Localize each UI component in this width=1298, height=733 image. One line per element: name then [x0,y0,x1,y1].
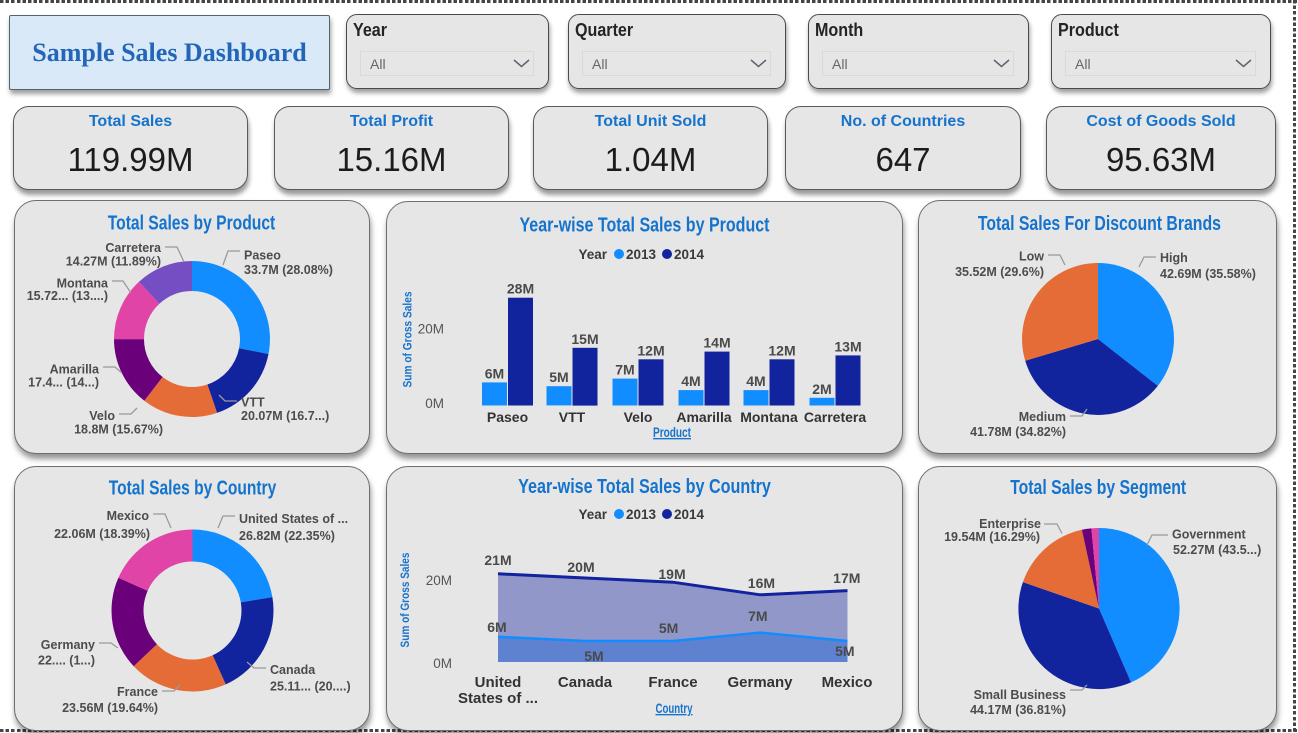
svg-text:United: United [475,674,522,691]
svg-text:Amarilla: Amarilla [50,363,100,377]
svg-text:Medium: Medium [1019,410,1066,424]
svg-text:35.52M (29.6%): 35.52M (29.6%) [955,265,1044,279]
svg-text:15.72... (13....): 15.72... (13....) [27,289,108,303]
svg-text:VTT: VTT [241,396,265,410]
svg-text:Velo: Velo [89,409,115,423]
svg-text:Total Sales For Discount Brand: Total Sales For Discount Brands [978,213,1221,235]
svg-text:25.11... (20....): 25.11... (20....) [270,680,351,694]
svg-text:14M: 14M [703,335,730,351]
svg-text:Year: Year [578,507,607,522]
svg-text:5M: 5M [835,643,854,659]
svg-text:20M: 20M [567,559,594,575]
svg-text:7M: 7M [615,362,634,378]
svg-text:18.8M (15.67%): 18.8M (15.67%) [74,423,163,437]
svg-text:7M: 7M [748,608,767,624]
svg-text:Velo: Velo [624,409,653,425]
svg-text:Low: Low [1019,250,1044,264]
svg-text:5M: 5M [584,648,603,664]
svg-text:0M: 0M [433,656,452,671]
svg-text:United States of ...: United States of ... [239,512,348,526]
svg-text:20M: 20M [426,573,452,588]
svg-text:17.4... (14...): 17.4... (14...) [28,376,99,390]
svg-text:Montana: Montana [57,277,109,291]
svg-text:Mexico: Mexico [822,674,873,691]
svg-text:12M: 12M [637,342,664,358]
svg-text:33.7M (28.08%): 33.7M (28.08%) [244,263,333,277]
svg-text:Government: Government [1172,528,1246,542]
svg-text:21M: 21M [484,552,511,568]
svg-text:41.78M (34.82%): 41.78M (34.82%) [970,425,1066,439]
svg-text:Small Business: Small Business [974,688,1066,702]
svg-text:Product: Product [653,425,691,440]
svg-text:Enterprise: Enterprise [979,517,1041,531]
svg-text:22.... (1...): 22.... (1...) [38,653,95,667]
svg-text:VTT: VTT [559,409,586,425]
svg-text:Sum of Gross Sales: Sum of Gross Sales [400,553,412,648]
svg-text:2M: 2M [812,381,831,397]
svg-text:42.69M (35.58%): 42.69M (35.58%) [1160,267,1256,281]
svg-text:Carretera: Carretera [105,241,162,255]
svg-text:Canada: Canada [270,663,316,677]
svg-text:0M: 0M [425,396,444,411]
svg-text:Amarilla: Amarilla [676,409,731,425]
svg-text:2013: 2013 [626,247,657,262]
svg-text:15M: 15M [571,331,598,347]
svg-text:Total Sales by Product: Total Sales by Product [108,213,276,235]
svg-text:Montana: Montana [740,409,798,425]
svg-text:2014: 2014 [674,507,705,522]
svg-text:Paseo: Paseo [487,409,528,425]
svg-text:4M: 4M [746,373,765,389]
svg-text:20M: 20M [418,322,444,337]
svg-text:28M: 28M [507,281,534,297]
svg-text:Germany: Germany [727,674,793,691]
svg-text:Canada: Canada [558,674,613,691]
svg-text:Germany: Germany [41,638,95,652]
svg-text:France: France [117,685,158,699]
svg-text:6M: 6M [487,619,506,635]
svg-text:Year: Year [578,247,607,262]
svg-text:States of ...: States of ... [458,690,538,707]
svg-text:4M: 4M [681,373,700,389]
svg-text:20.07M (16.7...): 20.07M (16.7...) [241,409,329,423]
svg-text:13M: 13M [834,338,861,354]
svg-text:5M: 5M [659,620,678,636]
svg-text:Mexico: Mexico [107,509,150,523]
svg-text:44.17M (36.81%): 44.17M (36.81%) [970,703,1066,717]
svg-text:2014: 2014 [674,247,705,262]
svg-text:Country: Country [656,701,693,716]
svg-text:Carretera: Carretera [804,409,866,425]
svg-text:52.27M (43.5...): 52.27M (43.5...) [1173,543,1261,557]
svg-text:19M: 19M [658,566,685,582]
svg-text:2013: 2013 [626,507,657,522]
svg-text:19.54M (16.29%): 19.54M (16.29%) [944,530,1040,544]
svg-text:6M: 6M [485,365,504,381]
svg-text:Year-wise Total Sales by Produ: Year-wise Total Sales by Product [520,215,770,237]
svg-text:Total Sales by Segment: Total Sales by Segment [1010,477,1186,499]
svg-text:Year-wise Total Sales by Count: Year-wise Total Sales by Country [518,476,771,498]
svg-text:22.06M (18.39%): 22.06M (18.39%) [54,527,150,541]
svg-text:France: France [648,674,697,691]
svg-text:12M: 12M [768,342,795,358]
svg-text:Sum of Gross Sales: Sum of Gross Sales [403,292,415,388]
svg-text:Total Sales by Country: Total Sales by Country [109,477,277,499]
svg-text:16M: 16M [748,575,775,591]
svg-text:5M: 5M [549,369,568,385]
svg-text:26.82M (22.35%): 26.82M (22.35%) [239,529,335,543]
svg-text:Paseo: Paseo [244,249,281,263]
svg-text:23.56M (19.64%): 23.56M (19.64%) [62,701,158,715]
svg-text:17M: 17M [833,570,860,586]
svg-text:14.27M (11.89%): 14.27M (11.89%) [66,255,161,269]
svg-text:High: High [1160,251,1188,265]
